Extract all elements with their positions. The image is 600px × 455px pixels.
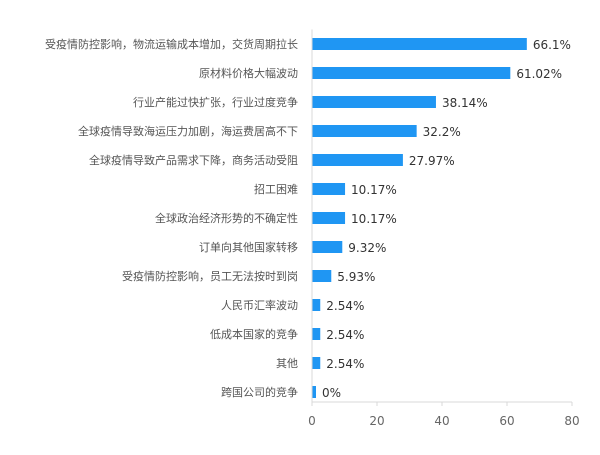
data-label: 2.54% xyxy=(326,299,364,313)
x-tick-label: 20 xyxy=(369,414,384,428)
bar xyxy=(312,154,403,166)
data-label: 2.54% xyxy=(326,328,364,342)
bar xyxy=(312,299,321,311)
data-label: 10.17% xyxy=(351,212,397,226)
bars-layer xyxy=(312,38,527,398)
bar xyxy=(312,386,316,398)
x-tick-label: 80 xyxy=(564,414,579,428)
category-label: 跨国公司的竞争 xyxy=(221,385,298,399)
category-label: 受疫情防控影响，员工无法按时到岗 xyxy=(122,269,298,283)
category-labels-layer: 受疫情防控影响，物流运输成本增加，交货周期拉长原材料价格大幅波动行业产能过快扩张… xyxy=(45,37,298,399)
x-tick-label: 60 xyxy=(499,414,514,428)
data-label: 66.1% xyxy=(533,38,571,52)
category-label: 全球政治经济形势的不确定性 xyxy=(155,211,298,225)
data-label: 5.93% xyxy=(337,270,375,284)
x-tick-label: 0 xyxy=(308,414,316,428)
data-label: 9.32% xyxy=(348,241,386,255)
data-label: 10.17% xyxy=(351,183,397,197)
bar xyxy=(312,328,321,340)
data-label: 32.2% xyxy=(423,125,461,139)
bar xyxy=(312,67,511,79)
category-label: 其他 xyxy=(276,357,298,370)
bar xyxy=(312,270,332,282)
data-label: 27.97% xyxy=(409,154,455,168)
category-label: 原材料价格大幅波动 xyxy=(199,66,298,80)
data-label: 38.14% xyxy=(442,96,488,110)
bar xyxy=(312,357,321,369)
data-label: 61.02% xyxy=(516,67,562,81)
value-labels-layer: 66.1% 61.02% 38.14% 32.2% 27.97% 10.17% 10.17%… xyxy=(322,38,571,400)
bar xyxy=(312,241,343,253)
bar xyxy=(312,96,436,108)
category-label: 订单向其他国家转移 xyxy=(199,240,298,254)
category-label: 受疫情防控影响，物流运输成本增加，交货周期拉长 xyxy=(45,37,298,51)
category-label: 招工困难 xyxy=(254,182,298,196)
bar xyxy=(312,38,527,50)
bar xyxy=(312,212,346,224)
category-label: 全球疫情导致产品需求下降，商务活动受阻 xyxy=(89,153,298,167)
data-label: 0% xyxy=(322,386,341,400)
category-label: 低成本国家的竞争 xyxy=(210,327,298,341)
x-tick-label: 40 xyxy=(434,414,449,428)
bar xyxy=(312,183,346,195)
bar xyxy=(312,125,417,137)
x-axis: 0 20 40 60 80 xyxy=(308,29,580,428)
category-label: 全球疫情导致海运压力加剧，海运费居高不下 xyxy=(78,124,298,138)
data-label: 2.54% xyxy=(326,357,364,371)
category-label: 行业产能过快扩张，行业过度竞争 xyxy=(133,95,298,109)
category-label: 人民币汇率波动 xyxy=(221,298,298,312)
